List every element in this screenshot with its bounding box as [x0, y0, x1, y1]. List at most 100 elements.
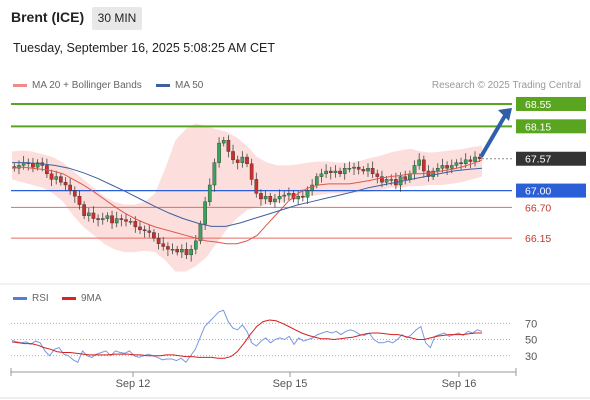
candle-body: [184, 249, 189, 256]
candle-body: [333, 170, 338, 173]
candle-body: [319, 173, 324, 177]
candle-body: [389, 179, 394, 181]
level-lines-group: [11, 102, 512, 239]
candle-body: [189, 249, 193, 256]
candle-body: [133, 221, 138, 228]
candle-body: [100, 218, 105, 220]
candle-body: [170, 249, 175, 251]
candle-body: [356, 166, 361, 170]
rsi-ma-swatch-icon: [62, 296, 76, 300]
candle-body: [473, 156, 477, 162]
candle-body: [207, 184, 212, 202]
time-tick-label: Sep 15: [273, 378, 308, 390]
candle-body: [128, 221, 133, 223]
candle-body: [380, 176, 384, 183]
level-tag-bg-68.55: [516, 96, 586, 111]
projection-arrow-shaft: [479, 112, 508, 158]
candle-body: [361, 169, 366, 172]
candle-body: [422, 159, 426, 172]
credit-label: Research © 2025 Trading Central: [431, 80, 581, 91]
level-tag-68.55: 68.55: [525, 99, 551, 111]
rsi-series-9MA: [11, 319, 482, 359]
level-tag-bg-67.57: [516, 151, 586, 166]
candle-body: [268, 195, 273, 202]
candle-body: [114, 218, 119, 224]
candle-body: [445, 165, 449, 169]
candle-body: [249, 163, 254, 180]
legend-ma20: MA 20 + Bollinger Bands: [13, 80, 142, 91]
candle-body: [35, 162, 40, 168]
ma20-swatch-icon: [13, 83, 27, 87]
candle-body: [412, 165, 417, 175]
candle-body: [175, 249, 180, 253]
candle-body: [384, 179, 389, 183]
candle-body: [375, 173, 380, 177]
candle-body: [203, 201, 207, 225]
candle-body: [105, 215, 110, 219]
legend-rsi: RSI: [13, 293, 49, 304]
legend-rsi-ma-label: 9MA: [81, 293, 102, 304]
candle-body: [301, 195, 305, 198]
timeframe-button[interactable]: 30 MIN: [92, 7, 142, 30]
legend-ma20-label: MA 20 + Bollinger Bands: [32, 80, 142, 91]
rsi-tick-label: 30: [525, 351, 537, 363]
candle-body: [440, 165, 445, 169]
rsi-panel: 70 50 30: [0, 283, 590, 364]
rsi-tick-label: 70: [525, 318, 537, 330]
candle-body: [459, 162, 463, 164]
rsi-tick-label: 50: [525, 335, 537, 347]
candle-body: [324, 170, 328, 175]
candle-body: [193, 240, 198, 250]
candle-body: [287, 193, 291, 196]
ma50-line: [12, 162, 483, 227]
projection-arrow-head: [498, 107, 512, 121]
candle-body: [431, 170, 435, 177]
candle-body: [310, 184, 314, 191]
candle-body: [198, 223, 203, 242]
candle-body: [477, 156, 482, 159]
candle-body: [352, 166, 356, 169]
candle-body: [91, 212, 96, 219]
candle-body: [59, 176, 63, 183]
candle-body: [110, 215, 114, 224]
legend-rsi-label: RSI: [32, 293, 49, 304]
candle-body: [449, 165, 454, 169]
candle-body: [63, 182, 68, 186]
candle-body: [166, 246, 170, 250]
legend-ma50-label: MA 50: [175, 80, 204, 91]
candle-body: [417, 159, 422, 166]
ma50-swatch-icon: [156, 83, 170, 87]
datetime-label: Tuesday, September 16, 2025 5:08:25 AM C…: [13, 41, 275, 55]
legend-ma50: MA 50: [156, 80, 203, 91]
bollinger-band-group: [12, 123, 482, 272]
candle-body: [235, 159, 240, 163]
candle-body: [328, 170, 333, 173]
candle-body: [366, 168, 370, 172]
candle-body: [403, 176, 408, 180]
candle-body: [82, 204, 86, 216]
time-tick-label: Sep 16: [442, 378, 477, 390]
candle-body: [31, 163, 35, 168]
candle-body: [86, 212, 91, 216]
level-tag-67.57: 67.57: [525, 154, 551, 166]
candle-body: [408, 173, 412, 180]
level-tag-66.70: 66.70: [525, 202, 551, 214]
candle-body: [180, 249, 184, 253]
time-tick-label: Sep 12: [116, 378, 151, 390]
candle-body: [68, 184, 72, 191]
candle-body: [435, 168, 440, 172]
candle-body: [338, 170, 342, 175]
candle-body: [463, 159, 468, 164]
instrument-title: Brent (ICE): [11, 9, 85, 25]
candle-body: [49, 173, 54, 180]
candle-body: [240, 156, 245, 163]
candle-body: [231, 151, 235, 161]
level-tag-bg-67.00: [516, 183, 586, 198]
candle-body: [347, 168, 352, 170]
level-tag-67.00: 67.00: [525, 186, 551, 198]
bollinger-band-fill: [12, 123, 482, 272]
candle-body: [277, 195, 282, 200]
level-tag-68.15: 68.15: [525, 121, 551, 133]
candle-body: [124, 219, 128, 222]
